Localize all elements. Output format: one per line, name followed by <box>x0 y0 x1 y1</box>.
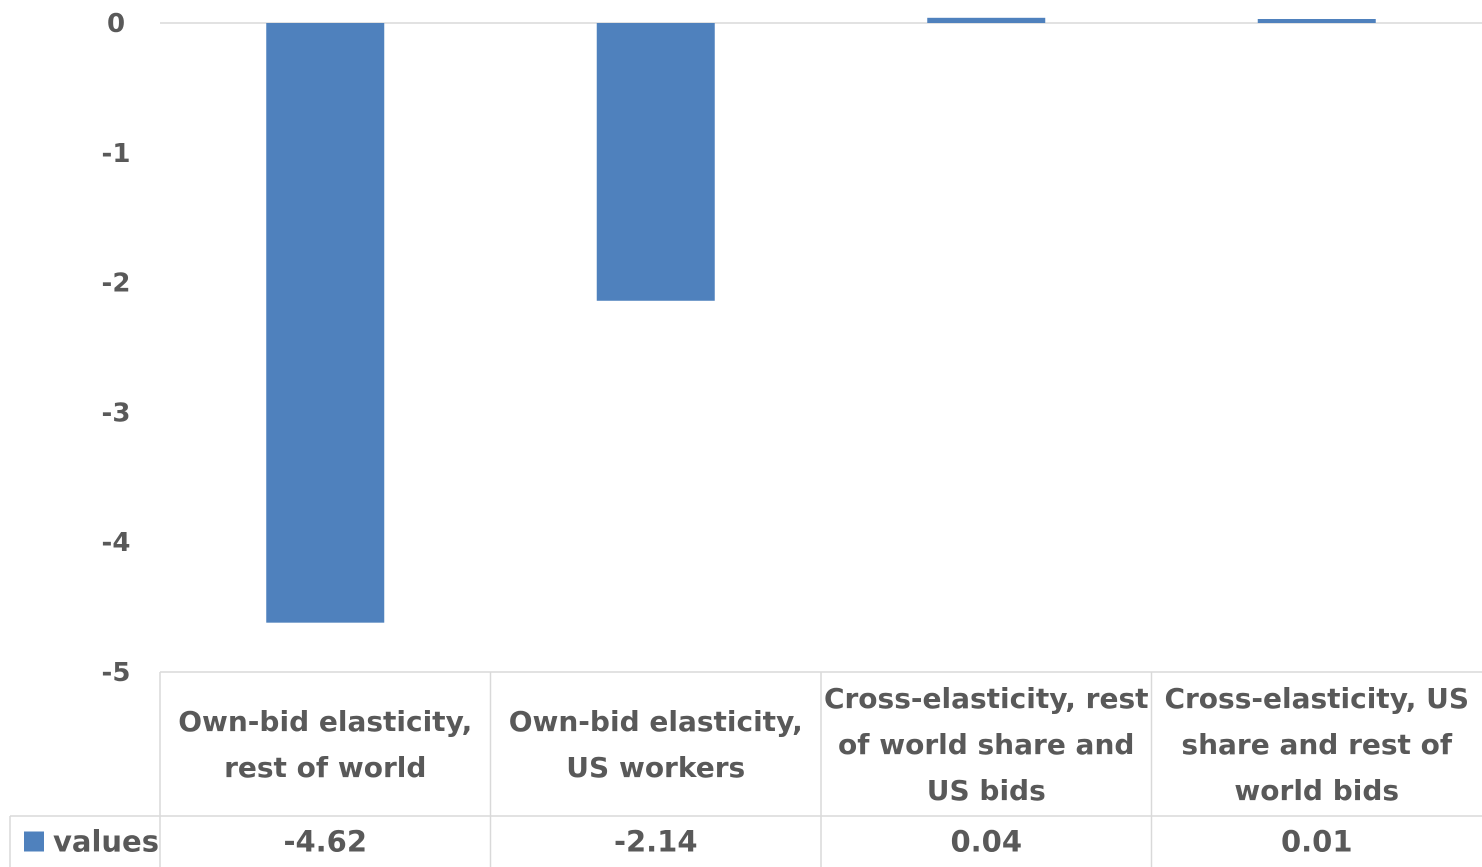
y-tick-label: -4 <box>102 528 131 558</box>
y-tick-label: -3 <box>102 398 131 428</box>
data-value-label: 0.04 <box>950 825 1022 859</box>
x-category-label: Own-bid elasticity, US workers <box>509 705 803 784</box>
x-category-label: Own-bid elasticity, rest of world <box>178 705 472 784</box>
bars <box>266 17 1376 623</box>
y-tick-label: 0 <box>107 9 125 39</box>
bar <box>266 23 385 623</box>
bar <box>596 23 715 301</box>
legend-swatch <box>24 831 44 852</box>
y-tick-label: -1 <box>102 139 131 169</box>
data-table: Own-bid elasticity, rest of world Own-bid … <box>9 671 1482 867</box>
data-value-label: 0.01 <box>1281 825 1353 859</box>
data-value-label: -4.62 <box>283 825 367 859</box>
y-tick-label: -2 <box>102 269 131 299</box>
bar <box>1257 19 1376 23</box>
x-category-label: Cross-elasticity, US share and rest of wor… <box>1164 682 1469 807</box>
legend-label: values <box>53 825 159 859</box>
data-value-label: -2.14 <box>614 825 698 859</box>
bar <box>927 17 1046 23</box>
y-tick-label: -5 <box>102 658 131 688</box>
x-category-label: Cross-elasticity, rest of world share and… <box>824 682 1149 807</box>
